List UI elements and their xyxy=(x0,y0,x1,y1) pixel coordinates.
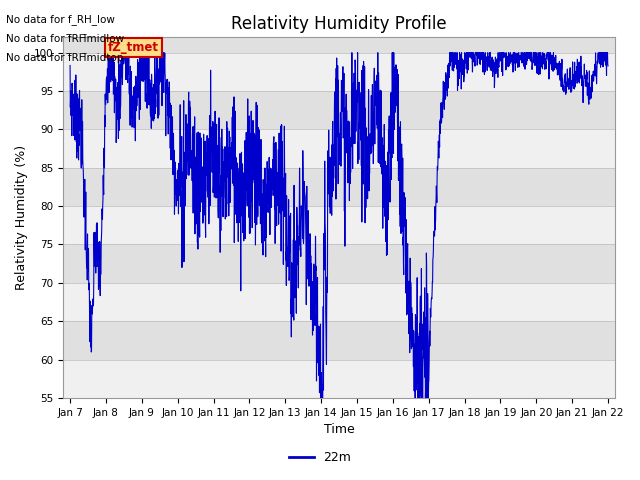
Bar xyxy=(63,283,615,321)
Legend: 22m: 22m xyxy=(284,446,356,469)
Bar xyxy=(63,360,615,398)
Y-axis label: Relativity Humidity (%): Relativity Humidity (%) xyxy=(15,145,28,290)
Text: fZ_tmet: fZ_tmet xyxy=(108,41,159,54)
Bar xyxy=(63,130,615,168)
Bar xyxy=(63,53,615,91)
Text: No data for f_RH_low: No data for f_RH_low xyxy=(6,14,115,25)
Title: Relativity Humidity Profile: Relativity Humidity Profile xyxy=(231,15,447,33)
X-axis label: Time: Time xyxy=(324,423,355,436)
Bar xyxy=(63,206,615,244)
Text: No data for f̅RH̅midlow: No data for f̅RH̅midlow xyxy=(6,34,125,44)
Text: No data for f̅RH̅midtop: No data for f̅RH̅midtop xyxy=(6,53,124,63)
